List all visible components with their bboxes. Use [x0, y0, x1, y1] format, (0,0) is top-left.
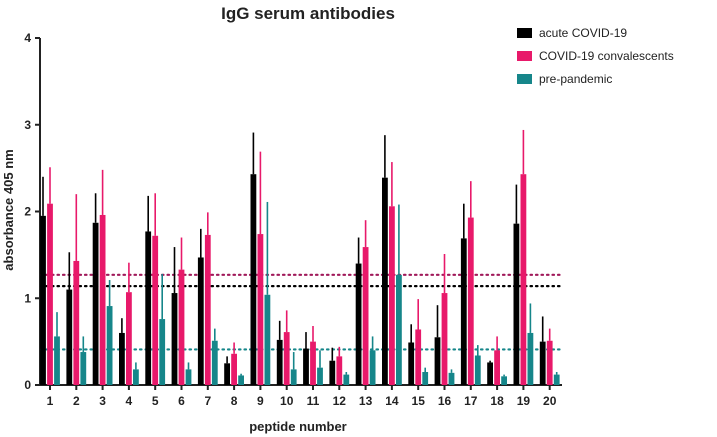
x-tick-label: 14 — [385, 394, 399, 408]
x-tick-label: 2 — [73, 394, 80, 408]
bar — [126, 292, 132, 385]
bar — [250, 174, 257, 385]
bar — [539, 341, 546, 385]
x-tick-label: 10 — [280, 394, 294, 408]
bar — [231, 353, 237, 385]
bar — [133, 369, 139, 385]
x-tick-label: 6 — [178, 394, 185, 408]
bar — [520, 174, 527, 385]
x-axis-label: peptide number — [249, 419, 347, 434]
x-tick-label: 8 — [231, 394, 238, 408]
bar — [369, 350, 376, 385]
bar — [99, 214, 106, 385]
bar — [362, 247, 369, 385]
bar — [145, 231, 152, 385]
y-axis-label: absorbance 405 nm — [1, 149, 16, 270]
bar — [396, 274, 402, 385]
bar — [355, 263, 362, 385]
x-tick-label: 16 — [438, 394, 452, 408]
x-tick-label: 19 — [517, 394, 531, 408]
bar — [513, 223, 520, 385]
legend-swatch — [517, 28, 532, 38]
bar — [159, 319, 166, 385]
bar — [422, 371, 429, 385]
bar — [238, 375, 244, 385]
bar — [40, 215, 46, 385]
bar — [303, 348, 309, 385]
bar — [441, 293, 448, 385]
bar — [204, 234, 211, 385]
legend-label: COVID-19 convalescents — [539, 49, 674, 63]
bar — [467, 217, 474, 385]
bar — [382, 177, 388, 385]
x-tick-label: 17 — [464, 394, 478, 408]
y-tick-label: 3 — [24, 118, 31, 132]
legend-swatch — [517, 74, 532, 84]
bar — [310, 341, 316, 385]
x-tick-label: 20 — [543, 394, 557, 408]
bar — [171, 293, 178, 385]
bar — [54, 336, 60, 385]
bar — [211, 340, 218, 385]
y-tick-label: 4 — [24, 31, 31, 45]
bar — [152, 235, 159, 385]
bar — [197, 257, 204, 385]
bar — [336, 356, 343, 385]
bar — [460, 238, 467, 385]
bar — [92, 222, 99, 385]
bar — [283, 332, 290, 385]
x-tick-label: 12 — [333, 394, 347, 408]
bar — [264, 294, 271, 385]
bar — [494, 350, 500, 385]
chart-title: IgG serum antibodies — [221, 4, 395, 23]
bar — [224, 363, 230, 385]
bar — [474, 355, 481, 385]
y-tick-label: 1 — [24, 291, 31, 305]
bar — [546, 340, 553, 385]
bar — [389, 206, 395, 385]
x-tick-label: 11 — [307, 394, 320, 408]
x-tick-label: 3 — [99, 394, 106, 408]
bar — [501, 376, 507, 385]
bar — [343, 374, 350, 385]
x-tick-label: 9 — [257, 394, 264, 408]
bar — [178, 269, 185, 385]
bar — [276, 339, 283, 385]
bar — [73, 260, 80, 385]
bar — [185, 369, 192, 385]
x-tick-label: 4 — [126, 394, 133, 408]
x-tick-label: 15 — [412, 394, 426, 408]
x-tick-label: 1 — [47, 394, 54, 408]
bar — [434, 337, 441, 385]
bar — [66, 289, 73, 385]
legend-swatch — [517, 51, 532, 61]
legend: acute COVID-19 COVID-19 convalescents pre-… — [517, 26, 674, 86]
bar — [47, 203, 53, 385]
bar — [317, 367, 323, 385]
bar — [329, 360, 336, 385]
y-tick-label: 0 — [24, 378, 31, 392]
bar — [257, 234, 264, 385]
bar — [119, 332, 125, 385]
x-tick-label: 7 — [204, 394, 211, 408]
bar — [408, 342, 415, 385]
bar — [527, 332, 534, 385]
bar — [487, 362, 493, 385]
legend-label: acute COVID-19 — [539, 26, 627, 40]
x-tick-label: 13 — [359, 394, 373, 408]
x-tick-label: 5 — [152, 394, 159, 408]
x-tick-label: 18 — [490, 394, 504, 408]
y-tick-label: 2 — [24, 205, 31, 219]
bar — [415, 329, 422, 385]
bar — [448, 372, 455, 385]
bar — [80, 352, 87, 385]
bar — [290, 369, 297, 385]
bar — [106, 306, 113, 385]
bar — [553, 374, 560, 385]
legend-label: pre-pandemic — [539, 72, 612, 86]
